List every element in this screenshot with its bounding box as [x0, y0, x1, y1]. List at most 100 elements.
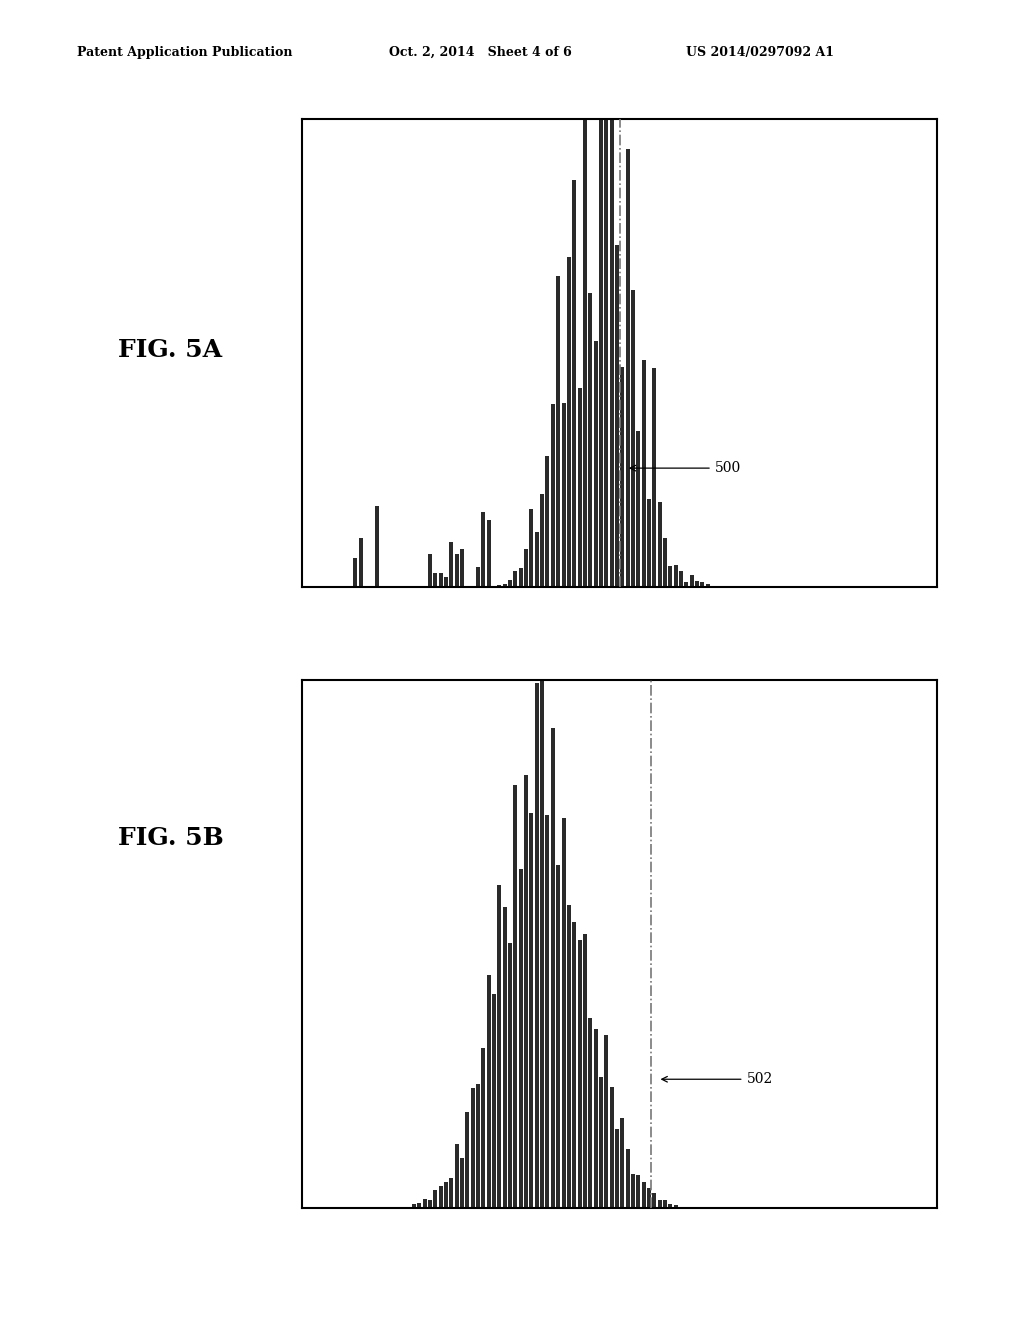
Bar	[706, 585, 710, 587]
Bar	[652, 368, 656, 587]
Bar	[711, 586, 715, 587]
Bar	[599, 0, 603, 587]
Text: US 2014/0297092 A1: US 2014/0297092 A1	[686, 46, 835, 59]
Bar	[444, 1181, 449, 1208]
Bar	[433, 1191, 437, 1208]
Text: Oct. 2, 2014   Sheet 4 of 6: Oct. 2, 2014 Sheet 4 of 6	[389, 46, 571, 59]
Bar	[519, 568, 523, 587]
Bar	[535, 682, 539, 1208]
Bar	[551, 404, 555, 587]
Bar	[353, 557, 357, 587]
Bar	[546, 455, 550, 587]
Bar	[423, 1199, 427, 1208]
Bar	[561, 403, 565, 587]
Bar	[471, 1088, 475, 1208]
Bar	[614, 246, 618, 587]
Bar	[556, 276, 560, 587]
Bar	[578, 388, 582, 587]
Bar	[498, 585, 502, 587]
Bar	[460, 549, 464, 587]
Bar	[657, 1200, 662, 1208]
Bar	[428, 553, 432, 587]
Bar	[583, 935, 587, 1208]
Bar	[503, 907, 507, 1208]
Bar	[519, 869, 523, 1208]
Bar	[626, 1150, 630, 1208]
Bar	[626, 149, 630, 587]
Bar	[631, 1175, 635, 1208]
Bar	[594, 1028, 598, 1208]
Bar	[689, 576, 693, 587]
Bar	[700, 582, 705, 587]
Bar	[588, 1018, 592, 1208]
Bar	[594, 341, 598, 587]
Bar	[609, 0, 613, 587]
Bar	[546, 814, 550, 1208]
Bar	[674, 565, 678, 587]
Bar	[614, 1130, 618, 1208]
Bar	[486, 975, 490, 1208]
Text: 502: 502	[662, 1072, 773, 1086]
Bar	[524, 775, 528, 1208]
Bar	[418, 1203, 422, 1208]
Bar	[428, 1200, 432, 1208]
Bar	[609, 1088, 613, 1208]
Bar	[481, 512, 485, 587]
Bar	[679, 572, 683, 587]
Bar	[493, 586, 497, 587]
Bar	[493, 994, 497, 1208]
Bar	[567, 257, 570, 587]
Bar	[631, 290, 635, 587]
Bar	[439, 1187, 442, 1208]
Text: FIG. 5A: FIG. 5A	[118, 338, 222, 362]
Bar	[375, 506, 379, 587]
Text: FIG. 5B: FIG. 5B	[118, 826, 223, 850]
Bar	[604, 1035, 608, 1208]
Bar	[460, 1158, 464, 1208]
Bar	[535, 532, 539, 587]
Bar	[657, 502, 662, 587]
Bar	[439, 573, 442, 587]
Bar	[652, 1193, 656, 1208]
Bar	[455, 553, 459, 587]
Bar	[641, 1181, 645, 1208]
Bar	[647, 1188, 651, 1208]
Bar	[444, 577, 449, 587]
Bar	[455, 1144, 459, 1208]
Bar	[503, 583, 507, 587]
Bar	[621, 1118, 625, 1208]
Bar	[684, 582, 688, 587]
Bar	[358, 539, 362, 587]
Bar	[647, 499, 651, 587]
Bar	[561, 818, 565, 1208]
Bar	[529, 510, 534, 587]
Bar	[578, 940, 582, 1208]
Bar	[513, 785, 517, 1208]
Bar	[567, 906, 570, 1208]
Bar	[695, 581, 699, 587]
Bar	[486, 520, 490, 587]
Bar	[476, 568, 480, 587]
Bar	[636, 430, 640, 587]
Bar	[476, 1084, 480, 1208]
Bar	[588, 293, 592, 587]
Bar	[508, 942, 512, 1208]
Bar	[498, 884, 502, 1208]
Bar	[674, 1205, 678, 1208]
Bar	[663, 1200, 667, 1208]
Bar	[583, 90, 587, 587]
Bar	[669, 566, 672, 587]
Bar	[599, 1077, 603, 1208]
Bar	[551, 729, 555, 1208]
Bar	[508, 579, 512, 587]
Bar	[529, 813, 534, 1208]
Text: Patent Application Publication: Patent Application Publication	[77, 46, 292, 59]
Bar	[450, 1177, 454, 1208]
Bar	[450, 543, 454, 587]
Bar	[669, 1204, 672, 1208]
Text: 500: 500	[630, 461, 741, 475]
Bar	[541, 495, 544, 587]
Bar	[433, 573, 437, 587]
Bar	[621, 367, 625, 587]
Bar	[572, 180, 577, 587]
